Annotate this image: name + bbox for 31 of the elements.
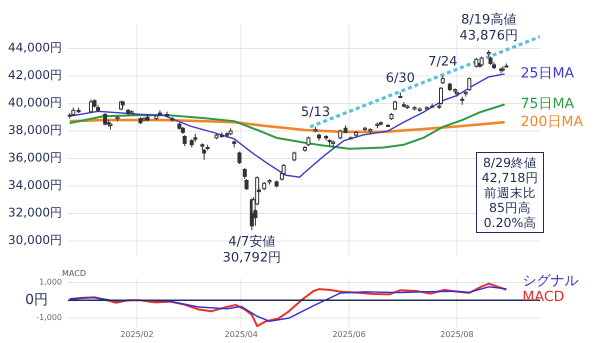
y-axis-title: MACD bbox=[62, 268, 86, 278]
annotation: 8/29終値 bbox=[482, 155, 538, 170]
annotation: 6/30 bbox=[386, 70, 415, 86]
y-tick-label: -1,000 bbox=[36, 313, 62, 322]
y-tick-label: 30,000円 bbox=[8, 233, 62, 248]
y-tick-label: 36,000円 bbox=[8, 150, 62, 165]
annotation: 4/7安値 30,792円 bbox=[222, 234, 282, 266]
y-tick-label: 34,000円 bbox=[8, 178, 62, 192]
ref-line-label: 0円 bbox=[25, 292, 48, 308]
x-tick-label: 2025/02 bbox=[120, 330, 154, 339]
x-tick-label: 2025/06 bbox=[332, 330, 366, 339]
series-label: 25日MA bbox=[520, 66, 575, 82]
y-tick-label: 38,000円 bbox=[8, 123, 62, 138]
annotation: 8/19高値 43,876円 bbox=[459, 11, 518, 44]
x-tick-label: 2025/08 bbox=[440, 330, 474, 339]
annotation: 42,718円 bbox=[480, 170, 540, 185]
y-tick-label: 42,000円 bbox=[8, 68, 62, 82]
series-label: MACD bbox=[522, 288, 564, 305]
annotation: 5/13 bbox=[300, 105, 330, 120]
series-label: 200日MA bbox=[520, 114, 584, 130]
annotation: 0.20%高 bbox=[482, 215, 538, 230]
y-tick-label: 32,000円 bbox=[8, 206, 62, 220]
y-tick-label: 44,000円 bbox=[8, 40, 62, 55]
series-label: 75日MA bbox=[520, 96, 575, 112]
annotation: 7/24 bbox=[428, 54, 458, 70]
annotation: 前週末比 bbox=[483, 185, 537, 200]
y-tick-label: 40,000円 bbox=[8, 96, 62, 110]
x-tick-label: 2025/04 bbox=[224, 330, 258, 339]
annotation: 85円高 bbox=[488, 200, 532, 215]
y-tick-label: 1,000 bbox=[39, 277, 62, 286]
series-label: シグナル bbox=[522, 272, 578, 289]
